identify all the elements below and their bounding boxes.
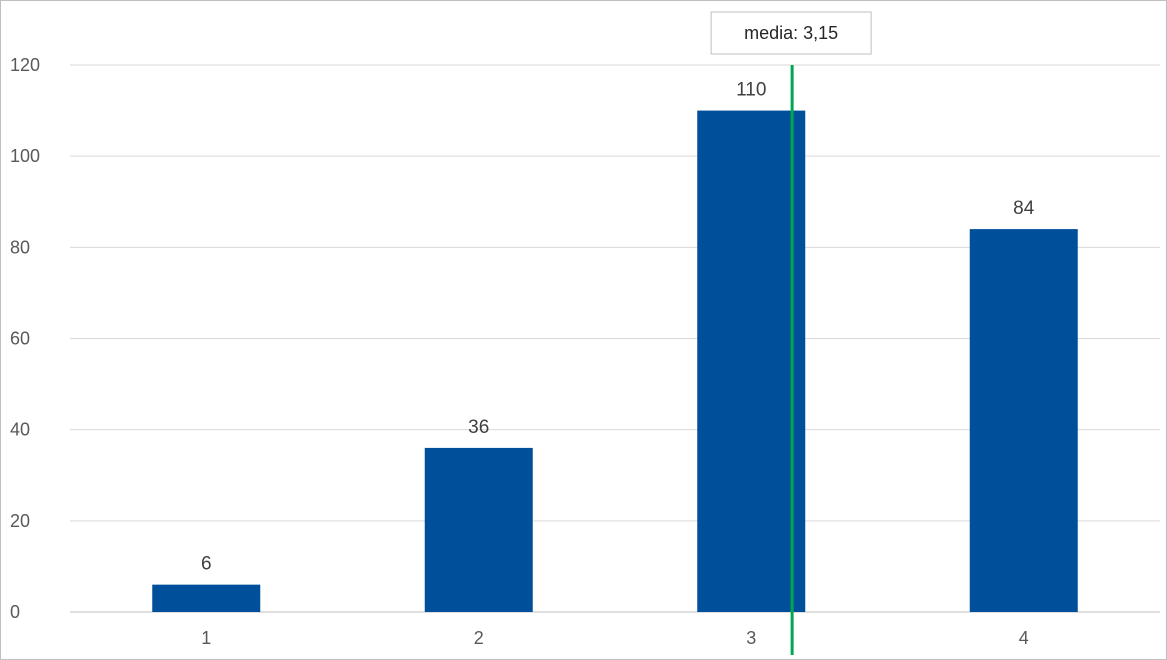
y-tick-label: 80 — [10, 237, 30, 257]
y-tick-label: 60 — [10, 329, 30, 349]
y-tick-label: 40 — [10, 420, 30, 440]
mean-callout-label: media: 3,15 — [744, 23, 838, 43]
x-tick-label: 3 — [746, 628, 756, 648]
x-tick-label: 1 — [201, 628, 211, 648]
bar — [969, 229, 1078, 612]
data-label: 110 — [736, 80, 766, 101]
y-tick-label: 20 — [10, 511, 30, 531]
x-tick-label: 2 — [474, 628, 484, 648]
y-tick-label: 120 — [10, 55, 40, 75]
data-label: 6 — [201, 554, 212, 575]
data-label: 84 — [1013, 198, 1035, 219]
bar — [152, 584, 261, 612]
y-tick-label: 100 — [10, 146, 40, 166]
y-tick-label: 0 — [10, 602, 20, 622]
bar — [424, 447, 533, 612]
data-label: 36 — [468, 417, 489, 438]
x-tick-label: 4 — [1019, 628, 1029, 648]
mean-callout-box — [710, 11, 872, 55]
bar — [697, 110, 806, 612]
